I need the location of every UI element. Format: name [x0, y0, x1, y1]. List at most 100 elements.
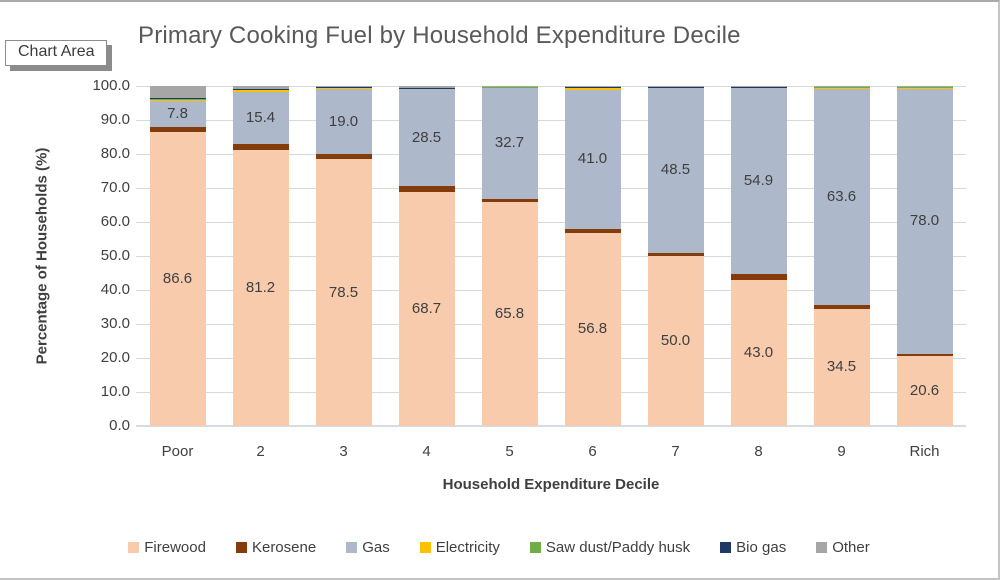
bar-segment-gas[interactable]: [315, 89, 372, 154]
data-label-gas: 41.0: [577, 150, 608, 168]
bar-rich[interactable]: 20.6 78.0: [896, 86, 953, 426]
bar-2[interactable]: 81.2 15.4: [232, 86, 289, 426]
data-label-gas: 63.6: [826, 188, 857, 206]
y-tick-label: 0.0: [109, 417, 130, 434]
legend-item-saw-dust-paddy-husk[interactable]: Saw dust/Paddy husk: [529, 539, 690, 556]
plot-area[interactable]: 86.6 7.8 81.2 15.4 78.5 19.0 68.7 28.5 65.8 32.7 5…: [136, 85, 966, 427]
legend-swatch-gas: [346, 542, 358, 553]
bar-segment-kerosene[interactable]: [149, 127, 206, 132]
y-axis-ticks[interactable]: 0.0 10.0 20.0 30.0 40.0 50.0 60.0 70.0 80.0 90.0 1…: [56, 77, 130, 434]
data-label-gas: 28.5: [411, 128, 442, 146]
gridline: [136, 255, 966, 257]
x-tick-label: Poor: [161, 443, 194, 460]
bar-segment-firewood[interactable]: [232, 149, 289, 426]
bar-8[interactable]: 43.0 54.9: [730, 86, 787, 426]
bar-segment-other[interactable]: [564, 86, 621, 87]
bar-4[interactable]: 68.7 28.5: [398, 86, 455, 426]
legend-swatch-kerosene: [235, 542, 247, 553]
bar-segment-other[interactable]: [398, 86, 455, 88]
legend-item-firewood[interactable]: Firewood: [128, 539, 206, 556]
x-tick-label: 9: [837, 443, 846, 460]
bar-segment-electricity[interactable]: [149, 98, 206, 101]
chart-title[interactable]: Primary Cooking Fuel by Household Expend…: [138, 22, 741, 49]
bar-segment-kerosene[interactable]: [398, 185, 455, 193]
bar-segment-other[interactable]: [232, 86, 289, 89]
bar-segment-firewood[interactable]: [398, 192, 455, 426]
bar-segment-electricity[interactable]: [398, 88, 455, 90]
bar-segment-kerosene[interactable]: [564, 229, 621, 233]
gridline: [136, 221, 966, 223]
bar-3[interactable]: 78.5 19.0: [315, 86, 372, 426]
bar-segment-kerosene[interactable]: [232, 144, 289, 150]
bar-segment-gas[interactable]: [564, 89, 621, 230]
bar-segment-other[interactable]: [647, 86, 704, 87]
bar-7[interactable]: 50.0 48.5: [647, 86, 704, 426]
x-axis-ticks[interactable]: Poor 2 3 4 5 6 7 8 9 Rich: [136, 442, 966, 462]
x-tick-label: 3: [339, 443, 348, 460]
legend-swatch-electricity: [419, 542, 431, 553]
legend-label: Other: [832, 539, 870, 556]
bar-segment-gas[interactable]: [232, 92, 289, 145]
bar-9[interactable]: 34.5 63.6: [813, 86, 870, 426]
y-tick-label: 40.0: [100, 281, 130, 298]
bar-segment-kerosene[interactable]: [813, 305, 870, 309]
data-label-gas: 7.8: [167, 105, 188, 123]
x-axis-title[interactable]: Household Expenditure Decile: [442, 476, 660, 493]
bar-segment-electricity[interactable]: [232, 90, 289, 93]
bar-segment-gas[interactable]: [149, 100, 206, 128]
bar-poor[interactable]: 86.6 7.8: [149, 86, 206, 426]
bar-segment-other[interactable]: [315, 86, 372, 87]
bar-segment-firewood[interactable]: [896, 355, 953, 426]
x-tick-label: 6: [588, 443, 597, 460]
bar-segment-firewood[interactable]: [730, 279, 787, 426]
gridline: [136, 119, 966, 121]
gridline: [136, 391, 966, 393]
legend-item-kerosene[interactable]: Kerosene: [235, 539, 316, 556]
bar-segment-other[interactable]: [149, 86, 206, 99]
y-axis-title[interactable]: Percentage of Households (%): [33, 147, 51, 365]
bar-segment-electricity[interactable]: [813, 86, 870, 90]
bar-segment-firewood[interactable]: [149, 131, 206, 426]
bar-segment-firewood[interactable]: [813, 308, 870, 426]
bar-segment-gas[interactable]: [481, 87, 538, 199]
bar-5[interactable]: 65.8 32.7: [481, 86, 538, 426]
bar-segment-kerosene[interactable]: [730, 274, 787, 280]
bar-segment-gas[interactable]: [398, 89, 455, 186]
bar-segment-firewood[interactable]: [647, 256, 704, 426]
data-label-firewood: 20.6: [909, 381, 940, 399]
data-label-firewood: 81.2: [245, 278, 276, 296]
bar-segment-gas[interactable]: [647, 87, 704, 253]
bar-segment-kerosene[interactable]: [481, 198, 538, 203]
bar-segment-firewood[interactable]: [481, 202, 538, 426]
bar-segment-kerosene[interactable]: [896, 353, 953, 356]
bar-segment-gas[interactable]: [896, 88, 953, 354]
bar-segment-gas[interactable]: [730, 87, 787, 275]
legend-item-bio-gas[interactable]: Bio gas: [720, 539, 786, 556]
bar-segment-kerosene[interactable]: [315, 154, 372, 160]
bar-6[interactable]: 56.8 41.0: [564, 86, 621, 426]
bar-segment-electricity[interactable]: [315, 87, 372, 90]
bar-segment-electricity[interactable]: [564, 87, 621, 90]
bar-segment-gas[interactable]: [813, 89, 870, 306]
bar-segment-kerosene[interactable]: [647, 252, 704, 256]
data-label-firewood: 86.6: [162, 269, 193, 287]
bar-segment-firewood[interactable]: [564, 232, 621, 426]
legend-label: Gas: [362, 539, 390, 556]
y-tick-label: 80.0: [100, 145, 130, 162]
legend-swatch-other: [816, 542, 828, 553]
bar-segment-electricity[interactable]: [730, 87, 787, 88]
legend-item-other[interactable]: Other: [816, 539, 870, 556]
data-label-gas: 19.0: [328, 112, 359, 130]
data-label-firewood: 56.8: [577, 320, 608, 338]
bar-segment-saw-dust-paddy-husk[interactable]: [232, 88, 289, 91]
data-label-firewood: 68.7: [411, 300, 442, 318]
bar-segment-firewood[interactable]: [315, 159, 372, 426]
bar-segment-electricity[interactable]: [647, 87, 704, 88]
bar-segment-electricity[interactable]: [481, 86, 538, 88]
bar-segment-electricity[interactable]: [896, 86, 953, 89]
legend-item-electricity[interactable]: Electricity: [419, 539, 500, 556]
legend[interactable]: Firewood Kerosene Gas Electricity Saw dust/P…: [0, 539, 998, 556]
bar-segment-other[interactable]: [730, 86, 787, 87]
legend-item-gas[interactable]: Gas: [346, 539, 390, 556]
